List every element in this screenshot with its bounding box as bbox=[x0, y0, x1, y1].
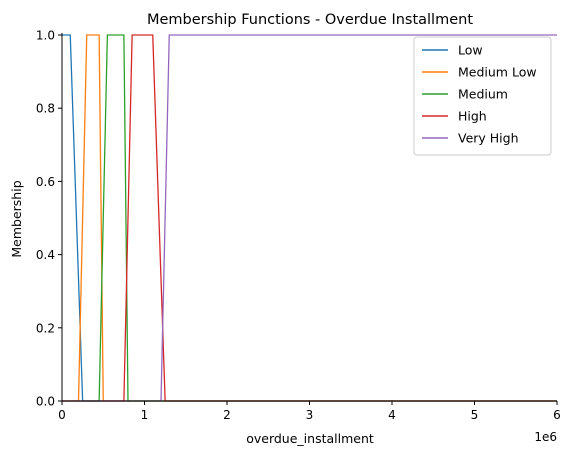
legend-label-medium: Medium bbox=[458, 87, 508, 102]
x-axis-label: overdue_installment bbox=[246, 431, 374, 446]
y-tick-label: 0.6 bbox=[36, 175, 55, 189]
y-tick-label: 1.0 bbox=[36, 29, 55, 43]
chart-title: Membership Functions - Overdue Installme… bbox=[147, 12, 473, 28]
x-tick-label: 1 bbox=[141, 408, 149, 422]
legend-label-very-high: Very High bbox=[458, 131, 519, 146]
x-tick-label: 6 bbox=[553, 408, 561, 422]
x-tick-label: 4 bbox=[388, 408, 396, 422]
legend: Low Medium Low Medium High Very High bbox=[414, 37, 551, 155]
legend-label-low: Low bbox=[458, 43, 483, 58]
y-axis-label: Membership bbox=[9, 180, 24, 257]
x-tick-label: 5 bbox=[471, 408, 479, 422]
x-tick-label: 3 bbox=[306, 408, 314, 422]
y-tick-label: 0.8 bbox=[36, 102, 55, 116]
y-tick-label: 0.0 bbox=[36, 395, 55, 409]
legend-label-high: High bbox=[458, 109, 487, 124]
x-tick-label: 0 bbox=[58, 408, 66, 422]
y-tick-label: 0.2 bbox=[36, 321, 55, 335]
legend-label-medium-low: Medium Low bbox=[458, 65, 537, 80]
y-tick-label: 0.4 bbox=[36, 248, 55, 262]
x-tick-label: 2 bbox=[223, 408, 231, 422]
x-axis-offset-label: 1e6 bbox=[534, 430, 557, 444]
